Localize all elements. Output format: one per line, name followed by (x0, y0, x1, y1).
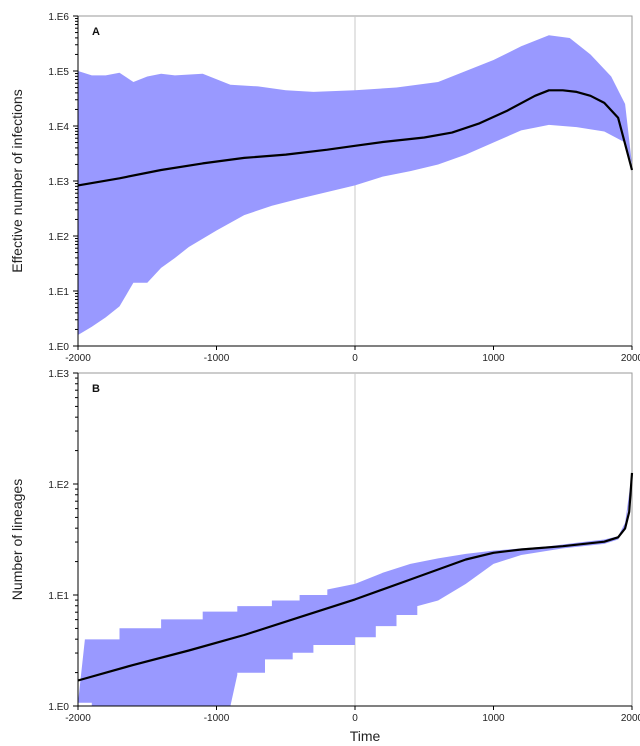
y-axis-title: Effective number of infections (9, 89, 25, 272)
x-tick-label: -2000 (65, 713, 91, 724)
y-tick-label: 1.E3 (48, 369, 69, 380)
x-tick-label: 0 (352, 713, 358, 724)
median-line (77, 89, 634, 187)
y-tick-label: 1.E1 (48, 287, 69, 298)
plot-frame (78, 372, 633, 706)
y-tick-label: 1.E2 (48, 232, 69, 243)
x-tick-label: 0 (352, 353, 358, 364)
y-tick-label: 1.E0 (48, 702, 69, 713)
confidence-band-area (78, 472, 632, 706)
y-tick-label: 1.E0 (48, 342, 69, 353)
y-tick-label: 1.E6 (48, 12, 69, 23)
confidence-band-area (78, 35, 632, 335)
chart-panel-a: 1.E0 1.E1 1.E2 1.E3 1.E4 1.E5 1.E6 -2000 -1000 0 1… (9, 12, 640, 364)
x-tick-label: 1000 (482, 713, 505, 724)
x-tick-label: -2000 (65, 353, 91, 364)
x-tick-label: 1000 (482, 353, 505, 364)
x-tick-label: -1000 (204, 713, 230, 724)
x-tick-label: 2000 (621, 353, 640, 364)
y-tick-label: 1.E4 (48, 122, 69, 133)
median-line (77, 472, 634, 682)
y-tick-label: 1.E1 (48, 591, 69, 602)
plot-frame (78, 15, 633, 346)
y-tick-label: 1.E5 (48, 67, 69, 78)
panel-label: A (92, 26, 100, 38)
x-axis-title: Time (350, 728, 381, 744)
x-tick-label: -1000 (204, 353, 230, 364)
panel-label: B (92, 383, 100, 395)
y-tick-label: 1.E2 (48, 480, 69, 491)
y-tick-label: 1.E3 (48, 177, 69, 188)
chart-panel-b: 1.E0 1.E1 1.E2 1.E3 -2000 -1000 0 1000 2000 B Numb… (9, 369, 640, 744)
x-tick-label: 2000 (621, 713, 640, 724)
y-axis-title: Number of lineages (9, 479, 25, 600)
